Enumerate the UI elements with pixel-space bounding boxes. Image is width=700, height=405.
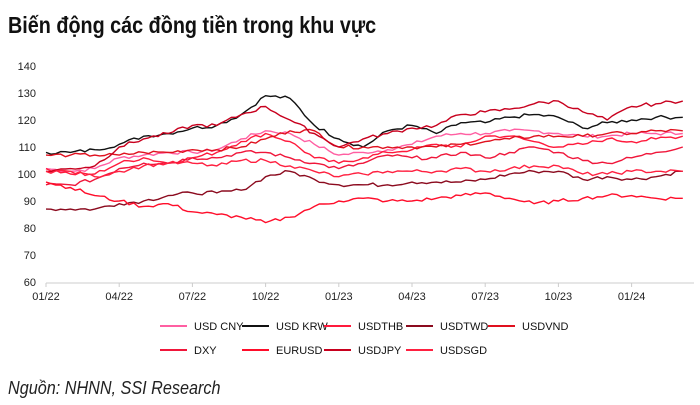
x-tick-label: 07/22 (179, 291, 207, 303)
legend-label: DXY (194, 345, 217, 357)
series-line-usdjpy (45, 99, 683, 173)
series-line-dxy (45, 146, 684, 187)
y-tick-label: 100 (18, 169, 36, 181)
y-tick-label: 60 (24, 277, 36, 289)
series-line-usdtwd (45, 169, 683, 212)
x-tick-label: 07/23 (471, 291, 499, 303)
legend-label: USD KRW (276, 321, 328, 333)
legend-label: USD CNY (194, 321, 244, 333)
x-tick-label: 01/22 (32, 291, 60, 303)
series-line-usdsgd (45, 158, 683, 178)
y-tick-label: 110 (18, 142, 36, 154)
y-tick-label: 120 (18, 115, 36, 127)
x-tick-label: 01/24 (618, 291, 646, 303)
series-line-usd-cny (45, 128, 683, 173)
legend-label: USDTHB (358, 321, 403, 333)
series-line-eurusd (45, 181, 683, 224)
series-line-usdvnd (45, 128, 683, 158)
legend-label: USDTWD (440, 321, 488, 333)
x-tick-label: 04/22 (105, 291, 133, 303)
legend-label: USDVND (522, 321, 569, 333)
x-tick-label: 10/22 (252, 291, 280, 303)
chart-title: Biến động các đồng tiền trong khu vực (8, 12, 377, 38)
legend-label: USDSGD (440, 345, 487, 357)
y-tick-label: 140 (18, 61, 36, 73)
x-tick-label: 04/23 (398, 291, 426, 303)
series-line-usd-krw (45, 94, 683, 155)
chart-source: Nguồn: NHNN, SSI Research (8, 378, 221, 398)
y-tick-label: 80 (24, 223, 36, 235)
x-tick-label: 10/23 (545, 291, 573, 303)
legend-label: USDJPY (358, 345, 402, 357)
y-tick-label: 130 (18, 88, 36, 100)
y-tick-label: 90 (24, 196, 36, 208)
y-tick-label: 70 (24, 250, 36, 262)
legend-label: EURUSD (276, 345, 323, 357)
series-line-usdthb (45, 132, 684, 176)
x-tick-label: 01/23 (325, 291, 353, 303)
